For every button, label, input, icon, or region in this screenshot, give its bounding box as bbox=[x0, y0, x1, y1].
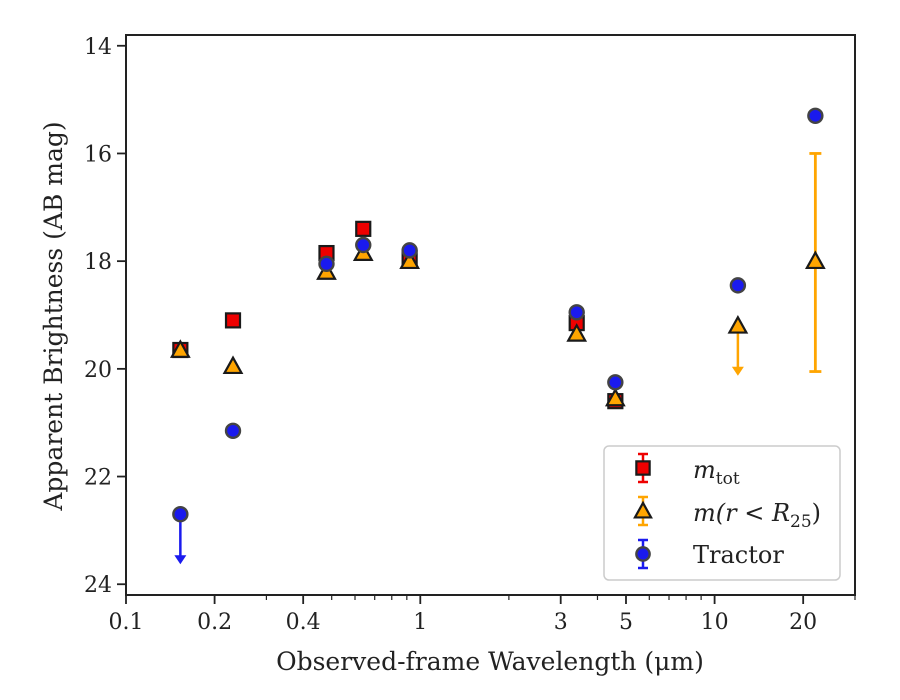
x-tick-label: 20 bbox=[789, 610, 817, 635]
series-circle bbox=[172, 107, 824, 565]
x-tick-label: 1 bbox=[413, 610, 427, 635]
tractor-point bbox=[729, 277, 747, 294]
legend-entries bbox=[633, 452, 653, 570]
m-r25-point bbox=[169, 339, 191, 358]
legend-label-m-r25: m(r < R25) bbox=[693, 499, 821, 532]
legend-box bbox=[603, 445, 841, 581]
x-tick-label: 0.4 bbox=[286, 610, 321, 635]
tractor-point bbox=[401, 242, 418, 259]
legend-handle-triangle bbox=[633, 500, 653, 519]
x-tick-label: 3 bbox=[554, 610, 568, 635]
tractor-point-upper-limit-head bbox=[174, 555, 187, 565]
y-tick-label: 24 bbox=[84, 573, 112, 598]
legend-handle-square bbox=[635, 460, 651, 476]
m-r25-point bbox=[727, 315, 749, 334]
tractor-point bbox=[224, 422, 242, 439]
tractor-point bbox=[355, 236, 372, 254]
plot-frame bbox=[125, 34, 856, 596]
y-tick-label: 14 bbox=[84, 35, 112, 60]
y-tick-label: 16 bbox=[84, 142, 112, 167]
y-axis-label: Apparent Brightness (AB mag) bbox=[39, 121, 68, 511]
y-tick-label: 22 bbox=[84, 466, 112, 491]
tractor-point bbox=[172, 506, 189, 523]
legend-label-tractor: Tractor bbox=[693, 541, 784, 569]
y-tick-label: 20 bbox=[84, 358, 112, 383]
m-r25-point-upper-limit-head bbox=[731, 366, 744, 376]
x-tick-label: 5 bbox=[619, 610, 633, 635]
series-triangle bbox=[169, 152, 826, 407]
y-tick-label: 18 bbox=[84, 250, 112, 275]
tractor-point bbox=[607, 374, 624, 391]
x-tick-label: 0.2 bbox=[197, 610, 232, 635]
m-r25-point bbox=[566, 323, 588, 342]
tractor-point bbox=[807, 107, 824, 124]
legend-handle-circle bbox=[635, 546, 651, 562]
legend: mtot m(r < R25) Tractor bbox=[603, 445, 841, 581]
marks-layer bbox=[169, 107, 826, 565]
m-r25-point bbox=[222, 355, 244, 375]
tractor-point bbox=[318, 255, 335, 273]
m-r25-point bbox=[804, 250, 826, 270]
x-axis-label: Observed-frame Wavelength (μm) bbox=[276, 647, 704, 676]
tractor-point bbox=[568, 304, 585, 321]
m-r25-point bbox=[399, 250, 421, 270]
mtot-point bbox=[355, 220, 372, 237]
m-r25-point bbox=[604, 387, 626, 407]
ticks-layer: 0.1 0.2 0.4 1 3 5 10 20 14 16 18 20 22 24 bbox=[84, 35, 856, 635]
legend-label-mtot: mtot bbox=[693, 456, 740, 489]
x-tick-label: 10 bbox=[701, 610, 729, 635]
x-tick-label: 0.1 bbox=[109, 610, 144, 635]
mtot-point bbox=[224, 312, 242, 329]
